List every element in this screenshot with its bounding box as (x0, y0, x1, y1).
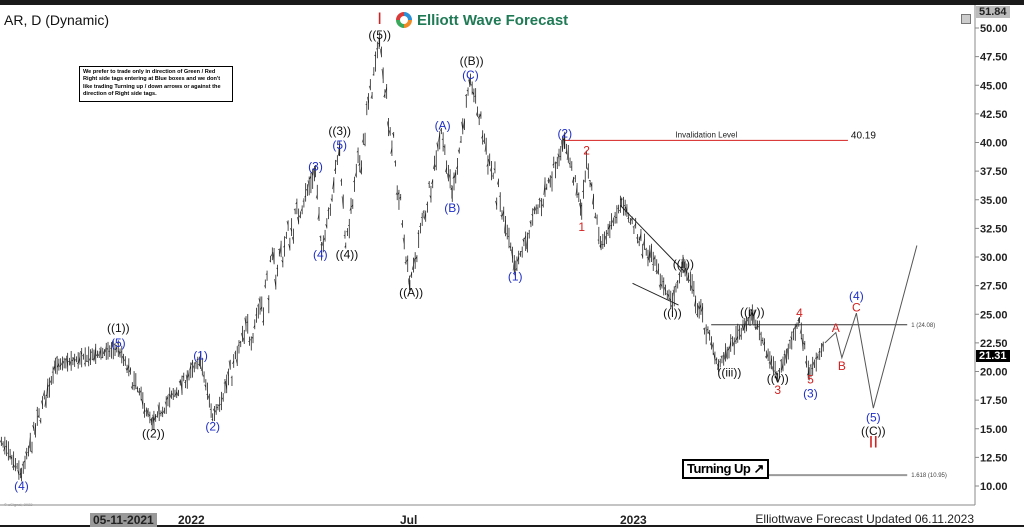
wave-label: I (377, 9, 382, 28)
wave-label: ((4)) (336, 248, 359, 262)
logo-icon (395, 11, 413, 29)
wave-label: (2) (557, 126, 572, 140)
wave-label: (A) (435, 118, 451, 132)
wave-label: (2) (205, 419, 220, 433)
wave-label: 4 (796, 306, 803, 320)
wave-label: (1) (193, 348, 208, 362)
price-tick-label: 27.50 (980, 281, 1008, 293)
turning-up-badge: Turning Up ↗ (682, 459, 769, 479)
arrow-up-right-icon: ↗ (753, 461, 763, 476)
price-tick-label: 37.50 (980, 166, 1008, 178)
logo-text: Elliott Wave Forecast (417, 12, 568, 29)
invalidation-label: Invalidation Level (675, 130, 737, 139)
symbol-title: AR, D (Dynamic) (4, 12, 109, 28)
wave-label: ((i)) (663, 306, 682, 320)
price-tick-label: 12.50 (980, 452, 1008, 464)
high-price-tag: 51.84 (976, 6, 1010, 18)
wave-label: ((5)) (368, 28, 391, 42)
wave-label: ((iii)) (717, 366, 741, 380)
wave-label: ((3)) (328, 124, 351, 138)
wave-label: (5) (332, 138, 347, 152)
wave-label: ((ii)) (673, 257, 694, 271)
wave-label: ((iv)) (740, 305, 765, 319)
trading-disclaimer: We prefer to trade only in direction of … (79, 66, 233, 102)
wave-label: 1 (578, 220, 585, 234)
copyright: © eSignal, 2023 (4, 502, 33, 507)
wave-label: (4) (313, 248, 328, 262)
wave-label: B (838, 359, 846, 373)
wave-label: (3) (308, 160, 323, 174)
turning-up-label: Turning Up (687, 461, 750, 476)
price-tick-label: 17.50 (980, 395, 1008, 407)
price-tick-label: 47.50 (980, 52, 1008, 64)
logo: Elliott Wave Forecast (395, 11, 568, 29)
wave-label: (5) (111, 336, 126, 350)
price-tick-label: 50.00 (980, 23, 1008, 35)
wave-label: (B) (444, 201, 460, 215)
wave-label: C (852, 300, 861, 314)
wave-label: (C) (462, 68, 479, 82)
wave-label: (3) (803, 386, 818, 400)
wave-label: 2 (583, 144, 590, 158)
price-tick-label: 10.00 (980, 481, 1008, 493)
invalidation-price: 40.19 (851, 130, 876, 141)
price-tick-label: 42.50 (980, 109, 1008, 121)
price-tick-label: 40.00 (980, 138, 1008, 150)
fib-level-label: 1 (24.08) (911, 323, 935, 329)
wave-label: 3 (774, 383, 781, 397)
price-tick-label: 15.00 (980, 424, 1008, 436)
chart-window: Invalidation Level 40.19 1 (24.08) 1.618 (1… (0, 5, 1024, 525)
last-price-tag: 21.31 (976, 350, 1010, 362)
wave-label: (1) (508, 269, 523, 283)
price-ticks: 50.00 47.50 45.00 42.50 40.00 37.50 35.00 32.50… (975, 23, 1008, 493)
wave-label: ((2)) (142, 426, 165, 440)
updated-footer: Elliottwave Forecast Updated 06.11.2023 (755, 512, 974, 526)
price-tick-label: 32.50 (980, 223, 1008, 235)
wave-label: 5 (807, 373, 814, 387)
price-tick-label: 30.00 (980, 252, 1008, 264)
wave-label: ((B)) (460, 54, 484, 68)
price-tick-label: 20.00 (980, 367, 1008, 379)
wave-label: ((1)) (107, 321, 130, 335)
price-tick-label: 22.50 (980, 338, 1008, 350)
wave-label: ((A)) (399, 285, 423, 299)
price-tick-label: 35.00 (980, 195, 1008, 207)
wedge-trendline (633, 283, 679, 305)
wave-label: II (869, 433, 878, 452)
fib-level-label: 1.618 (10.95) (911, 473, 947, 479)
wave-label: (5) (866, 410, 881, 424)
price-tick-label: 45.00 (980, 80, 1008, 92)
wave-label: A (832, 321, 840, 335)
price-tick-label: 25.00 (980, 309, 1008, 321)
maximize-button[interactable] (961, 14, 971, 24)
wave-label: (4) (14, 479, 29, 493)
